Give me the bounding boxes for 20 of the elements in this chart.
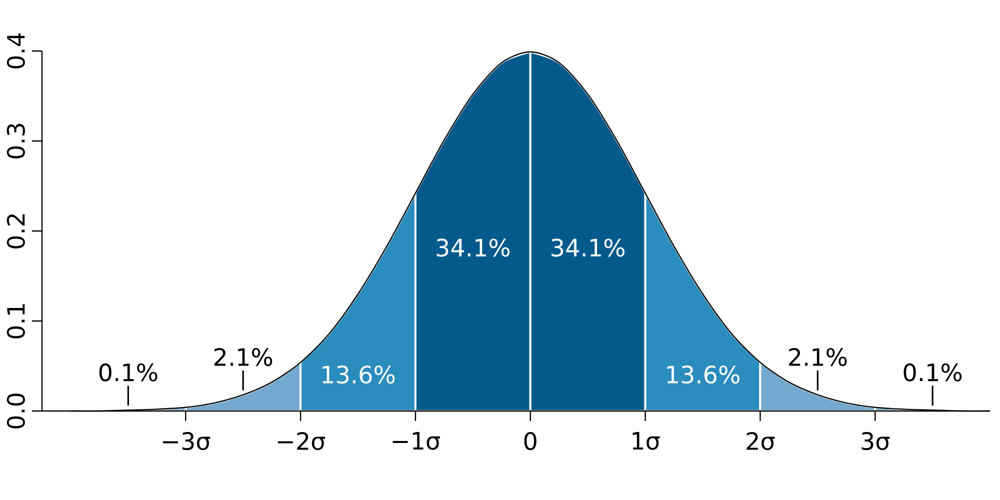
annotation: 34.1% (552, 238, 624, 257)
y-tick-label: 0.0 (6, 394, 25, 428)
x-tick-label: 2σ (746, 432, 775, 450)
y-tick-label: 0.3 (6, 124, 25, 158)
x-tick-label: 0 (524, 432, 536, 450)
x-tick-label: 1σ (632, 432, 660, 450)
y-tick-label: 0.1 (6, 304, 25, 338)
annotation: 34.1% (436, 238, 510, 257)
y-tick-label: 0.4 (6, 33, 25, 68)
y-tick-label: 0.2 (6, 214, 25, 248)
x-tick-label: −2σ (278, 432, 326, 450)
annotation: 2.1% (214, 348, 272, 366)
annotation: 13.6% (322, 366, 395, 384)
x-tick-label: −1σ (392, 432, 440, 450)
x-tick-label: −3σ (162, 432, 210, 450)
annotation: 0.1% (904, 363, 962, 382)
annotation: 0.1% (99, 363, 158, 382)
annotation: 2.1% (789, 348, 847, 366)
x-tick-label: 3σ (862, 432, 890, 450)
annotation: 13.6% (667, 366, 740, 384)
